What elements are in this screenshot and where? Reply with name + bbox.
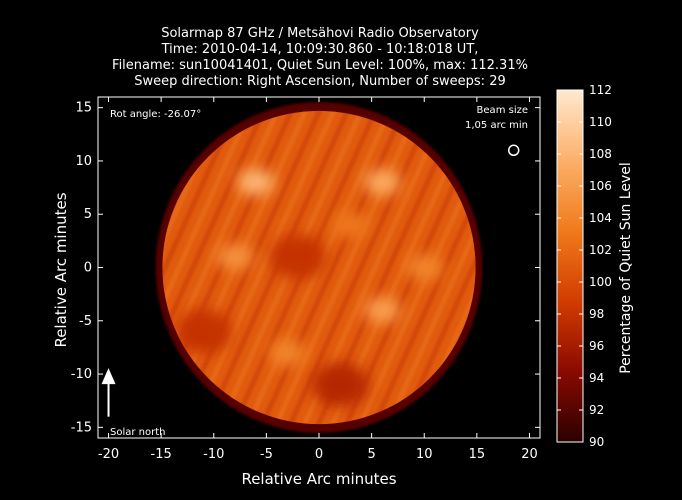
colorbar-tick-label: 94 [589, 371, 604, 385]
bright-region [237, 169, 274, 196]
rot-angle-annotation: Rot angle: -26.07° [110, 109, 201, 120]
bright-region [406, 254, 443, 281]
dark-region [175, 309, 232, 354]
colorbar-bar [556, 89, 584, 443]
beam-size-marker [507, 144, 520, 157]
solar-north-arrow-head [101, 368, 116, 385]
axes: -20 -15 -10 -5 0 5 10 15 20 -15 -10 -5 0 5 10 15 [71, 96, 541, 462]
bright-region [269, 339, 306, 366]
x-tick-label: -10 [203, 447, 224, 462]
x-tick-label: -20 [98, 447, 119, 462]
beam-size-value: 1,05 arc min [465, 120, 528, 131]
y-tick-label: 10 [75, 154, 92, 169]
bright-region [216, 243, 253, 270]
x-tick-label: -5 [260, 447, 273, 462]
x-tick-label: 0 [315, 447, 323, 462]
plot-area [98, 97, 540, 438]
chart-title-line-1: Solarmap 87 GHz / Metsähovi Radio Observ… [161, 26, 479, 41]
chart-title-line-2: Time: 2010-04-14, 10:09:30.860 - 10:18:0… [161, 42, 479, 57]
sweep-streak [162, 110, 314, 425]
colorbar-tick-label: 96 [589, 339, 604, 353]
bright-region [332, 211, 369, 238]
y-tick-label: 5 [84, 207, 92, 222]
colorbar-tick-label: 92 [589, 403, 604, 417]
solar-north-label: Solar north [110, 427, 166, 438]
colorbar-label: Percentage of Quiet Sun Level [618, 162, 634, 374]
y-tick-label: -5 [79, 314, 92, 329]
sweep-streak [240, 110, 426, 425]
bright-region [364, 297, 401, 324]
y-tick-label: 0 [84, 261, 92, 276]
colorbar-tick-label: 90 [589, 435, 604, 449]
colorbar-tick-label: 100 [589, 275, 612, 289]
dark-region [312, 362, 369, 407]
colorbar-tick-label: 106 [589, 179, 612, 193]
colorbar-tick-label: 112 [589, 83, 612, 97]
x-tick-label: 10 [416, 447, 433, 462]
y-tick-label: 15 [75, 101, 92, 116]
bright-region [364, 169, 401, 196]
colorbar: 90 92 94 96 98 100 102 104 106 108 110 112 [556, 83, 612, 449]
colorbar-tick-label: 98 [589, 307, 604, 321]
sweep-streak [162, 110, 300, 425]
y-axis-label: Relative Arc minutes [52, 192, 70, 347]
beam-size-label: Beam size [477, 105, 528, 116]
x-tick-label: 15 [469, 447, 486, 462]
sweep-streak [352, 110, 476, 425]
dark-region [269, 234, 326, 279]
x-tick-label: -15 [151, 447, 172, 462]
colorbar-tick-label: 104 [589, 211, 612, 225]
y-tick-label: -10 [71, 367, 92, 382]
colorbar-tick-label: 108 [589, 147, 612, 161]
sweep-streak [162, 110, 286, 425]
chart-title-line-4: Sweep direction: Right Ascension, Number… [134, 74, 506, 89]
colorbar-tick-label: 110 [589, 115, 612, 129]
x-tick-label: 5 [367, 447, 375, 462]
sweep-streak [162, 110, 272, 425]
colorbar-tick-label: 102 [589, 243, 612, 257]
sweep-streak [366, 110, 476, 425]
y-tick-label: -15 [71, 420, 92, 435]
x-tick-label: 20 [521, 447, 538, 462]
chart-title-line-3: Filename: sun10041401, Quiet Sun Level: … [112, 58, 528, 73]
region-layer [175, 169, 443, 407]
x-axis-label: Relative Arc minutes [241, 470, 396, 488]
